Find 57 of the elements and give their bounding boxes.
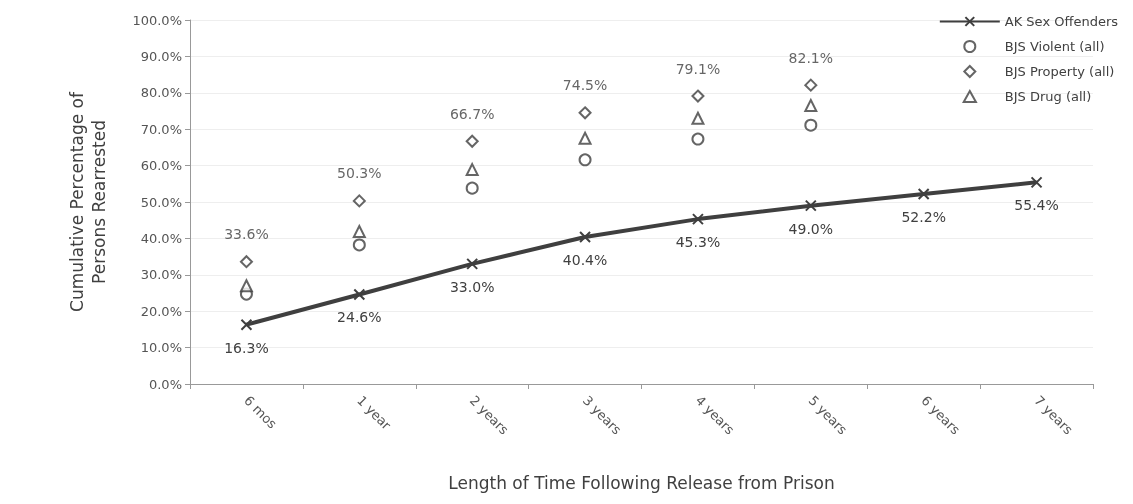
data-label: 49.0% [788, 220, 834, 237]
point [578, 153, 592, 167]
point [804, 199, 817, 212]
point [691, 132, 705, 146]
data-label: 33.6% [224, 226, 269, 243]
data-label: 52.2% [901, 208, 946, 225]
point [352, 194, 366, 208]
y-tick-label: 0.0% [148, 376, 182, 392]
point [804, 78, 818, 92]
point [352, 238, 366, 252]
point [691, 111, 705, 125]
x-tick-label: 6 mos [241, 392, 281, 432]
y-tick-label: 80.0% [140, 85, 182, 101]
data-label: 74.5% [562, 77, 608, 94]
y-tick-label: 30.0% [140, 267, 182, 283]
legend-label: BJS Drug (all) [1004, 89, 1092, 104]
point [578, 106, 592, 120]
data-label: 50.3% [337, 165, 382, 182]
point [579, 230, 592, 243]
point [240, 318, 253, 331]
legend-label: AK Sex Offenders [1004, 14, 1119, 29]
data-label: 66.7% [449, 105, 495, 122]
point [1030, 176, 1043, 189]
y-tick-label: 50.0% [140, 194, 182, 210]
data-label: 55.4% [1014, 197, 1059, 214]
legend-label: BJS Property (all) [1004, 64, 1115, 79]
y-tick-label: 10.0% [140, 340, 182, 356]
y-tick-label: 20.0% [140, 303, 182, 319]
data-label: 82.1% [788, 49, 834, 66]
point [239, 279, 253, 293]
data-label: 79.1% [675, 60, 721, 77]
point [578, 131, 592, 145]
y-axis-title: Cumulative Percentage of Persons Rearrested [67, 91, 109, 312]
y-tick-label: 60.0% [140, 158, 182, 174]
data-label: 24.6% [337, 309, 382, 326]
y-tick-label: 40.0% [140, 230, 182, 246]
point [691, 213, 704, 226]
data-label: 16.3% [224, 339, 269, 356]
point [353, 288, 366, 301]
point [465, 163, 479, 177]
legend-label: BJS Violent (all) [1004, 39, 1105, 54]
data-label: 40.4% [562, 251, 608, 268]
point [804, 99, 818, 113]
point [465, 181, 479, 195]
data-label: 33.0% [449, 278, 495, 295]
y-tick-label: 100.0% [132, 12, 182, 28]
point [691, 89, 705, 103]
y-tick-label: 70.0% [140, 121, 182, 137]
point [352, 224, 366, 238]
data-label: 45.3% [675, 234, 721, 251]
x-axis-title: Length of Time Following Release from Prison [448, 472, 835, 493]
point [465, 134, 479, 148]
point [917, 187, 930, 200]
point [804, 118, 818, 132]
point [239, 255, 253, 269]
y-tick-label: 90.0% [140, 48, 182, 64]
point [466, 257, 479, 270]
